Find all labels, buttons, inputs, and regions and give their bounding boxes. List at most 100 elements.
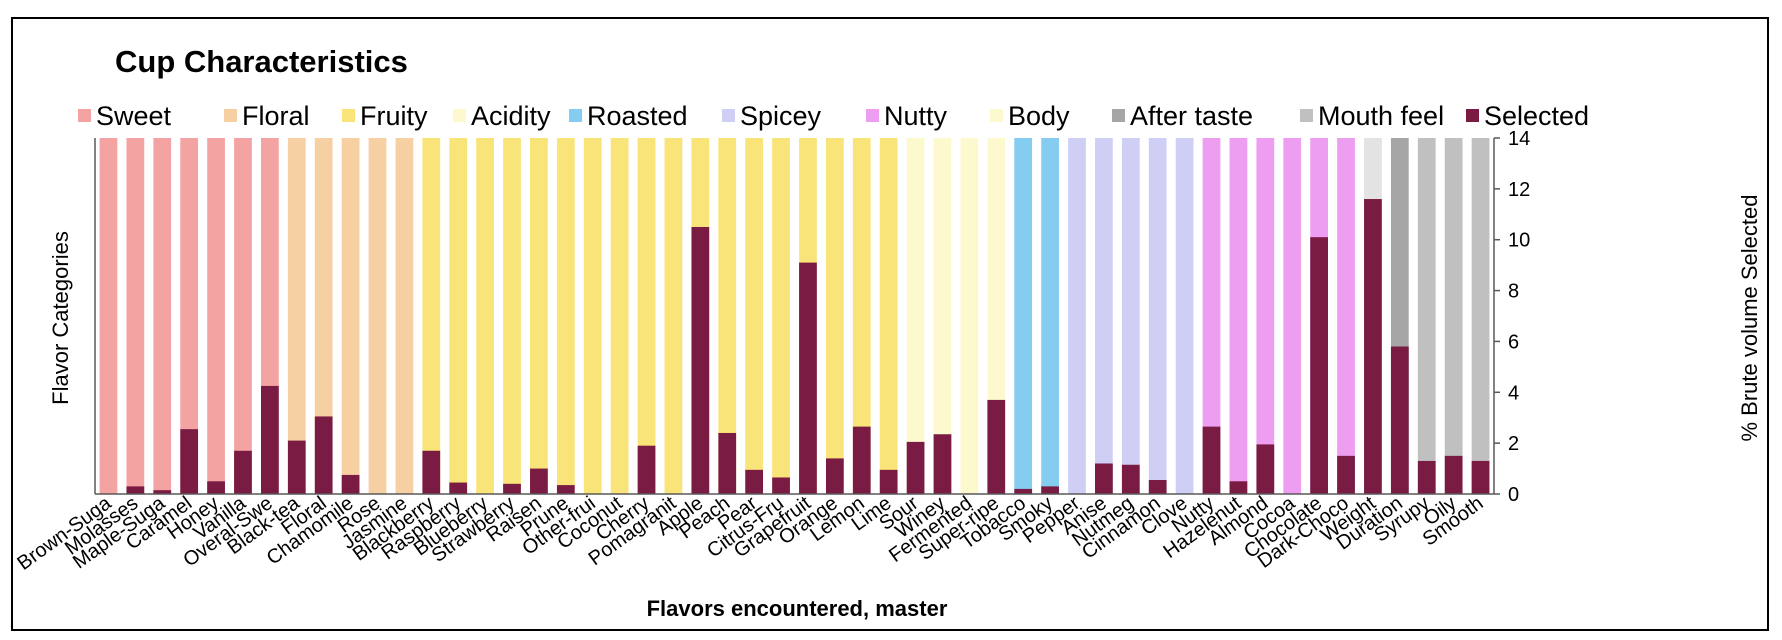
category-bar-cocoa <box>1283 138 1302 494</box>
category-bar-brown-suga <box>99 138 118 494</box>
category-bar-citrus-fru <box>772 138 790 494</box>
selected-bar-black-tea <box>287 440 306 494</box>
category-bar-smooth <box>1471 138 1490 494</box>
selected-bar-dark-choco <box>1337 455 1355 494</box>
selected-bar-pear <box>745 469 764 494</box>
category-bar-prune <box>556 138 575 494</box>
selected-bar-duration <box>1390 346 1409 494</box>
legend-swatch-roasted <box>569 109 582 122</box>
chart-title: Cup Characteristics <box>115 44 408 79</box>
category-bar-anise <box>1095 138 1113 494</box>
selected-bar-prune <box>556 485 575 494</box>
legend-swatch-spicey <box>722 109 735 122</box>
selected-bar-honey <box>207 481 225 494</box>
category-bar-pear <box>745 138 764 494</box>
category-bar-nutmeg <box>1121 138 1140 494</box>
legend-label-after-taste: After taste <box>1130 101 1253 131</box>
selected-bar-tobacco <box>1014 488 1033 494</box>
legend-swatch-fruity <box>342 109 355 122</box>
selected-bar-weight <box>1364 199 1382 494</box>
category-bar-sour <box>906 138 925 494</box>
category-bar-caramel <box>180 138 199 494</box>
y-tick-label: 2 <box>1508 433 1519 455</box>
category-bar-oily <box>1444 138 1463 494</box>
selected-bar-chocolate <box>1310 237 1329 494</box>
category-bar-honey <box>207 138 225 494</box>
category-bar-clove <box>1175 138 1194 494</box>
legend-label-mouth-feel: Mouth feel <box>1318 101 1444 131</box>
legend-label-sweet: Sweet <box>96 101 172 131</box>
selected-bar-sour <box>906 441 925 494</box>
legend-swatch-selected <box>1466 109 1479 122</box>
category-bar-molasses <box>126 138 145 494</box>
category-bar-black-tea <box>287 138 306 494</box>
y-ticks: 0 2 4 6 8 10 12 14 <box>1494 128 1530 506</box>
selected-bar-floral <box>314 416 333 494</box>
bars <box>99 138 1490 494</box>
category-bar-hazelenut <box>1229 138 1248 494</box>
y-tick-label: 12 <box>1508 179 1530 201</box>
category-bar-raisen <box>530 138 548 494</box>
category-bar-dark-choco <box>1337 138 1355 494</box>
selected-bar-orange <box>825 458 844 494</box>
category-bar-raspberry <box>449 138 468 494</box>
axes <box>94 138 1495 495</box>
selected-bar-apple <box>691 227 710 494</box>
category-bar-maple-suga <box>153 138 172 494</box>
selected-bar-cherry <box>637 445 656 494</box>
category-bar-rose <box>368 138 387 494</box>
legend-label-body: Body <box>1008 101 1070 131</box>
category-bar-orange <box>825 138 844 494</box>
category-bar-vanilla <box>234 138 252 494</box>
category-bar-almond <box>1256 138 1275 494</box>
category-bar-floral <box>314 138 333 494</box>
legend-label-roasted: Roasted <box>587 101 688 131</box>
category-bar-peach <box>718 138 737 494</box>
category-bar-chamomile <box>341 138 360 494</box>
y-axis-left-title: Flavor Categories <box>48 231 73 405</box>
selected-bar-winey <box>933 434 952 494</box>
selected-bar-molasses <box>126 486 145 494</box>
selected-bar-vanilla <box>234 450 252 494</box>
legend-label-fruity: Fruity <box>360 101 428 131</box>
y-tick-label: 10 <box>1508 230 1530 252</box>
selected-bar-lime <box>879 469 898 494</box>
y-tick-label: 8 <box>1508 281 1519 303</box>
selected-bar-overal-swe <box>260 385 279 494</box>
category-bar-nutty <box>1202 138 1221 494</box>
y-tick-label: 4 <box>1508 382 1519 404</box>
selected-bar-almond <box>1256 444 1275 494</box>
category-bar-tobacco <box>1014 138 1033 494</box>
selected-bar-grapefruit <box>799 262 817 494</box>
legend-label-spicey: Spicey <box>740 101 822 131</box>
selected-bar-syrupy <box>1417 460 1436 494</box>
category-bar-lime <box>879 138 898 494</box>
y-tick-label: 0 <box>1508 484 1519 506</box>
selected-bar-super-ripe <box>987 399 1006 494</box>
category-bar-other-frui <box>583 138 602 494</box>
selected-bar-smoky <box>1041 486 1059 494</box>
selected-bar-smooth <box>1471 460 1490 494</box>
selected-bar-oily <box>1444 455 1463 494</box>
category-bar-jasmine <box>395 138 414 494</box>
category-bar-syrupy <box>1417 138 1436 494</box>
legend-label-selected: Selected <box>1484 101 1589 131</box>
selected-bar-lemon <box>852 426 871 494</box>
selected-bar-caramel <box>180 429 199 494</box>
legend-swatch-acidity <box>453 109 466 122</box>
x-axis-title: Flavors encountered, master <box>647 596 948 621</box>
category-bar-fermented <box>960 138 979 494</box>
legend-swatch-mouth-feel <box>1300 109 1313 122</box>
y-axis-right-title: % Brute volume Selected <box>1737 194 1762 441</box>
category-bar-blackberry <box>422 138 441 494</box>
selected-bar-nutty <box>1202 426 1221 494</box>
category-bar-strawberry <box>503 138 521 494</box>
legend: Sweet Floral Fruity Acidity Roasted Spicey Nut… <box>78 101 1589 131</box>
selected-bar-blackberry <box>422 450 441 494</box>
selected-bar-peach <box>718 432 737 494</box>
category-bar-lemon <box>852 138 871 494</box>
y-tick-label: 14 <box>1508 128 1530 150</box>
category-bar-winey <box>933 138 952 494</box>
category-bar-pomagranit <box>664 138 683 494</box>
selected-bar-cinnamon <box>1148 480 1167 494</box>
